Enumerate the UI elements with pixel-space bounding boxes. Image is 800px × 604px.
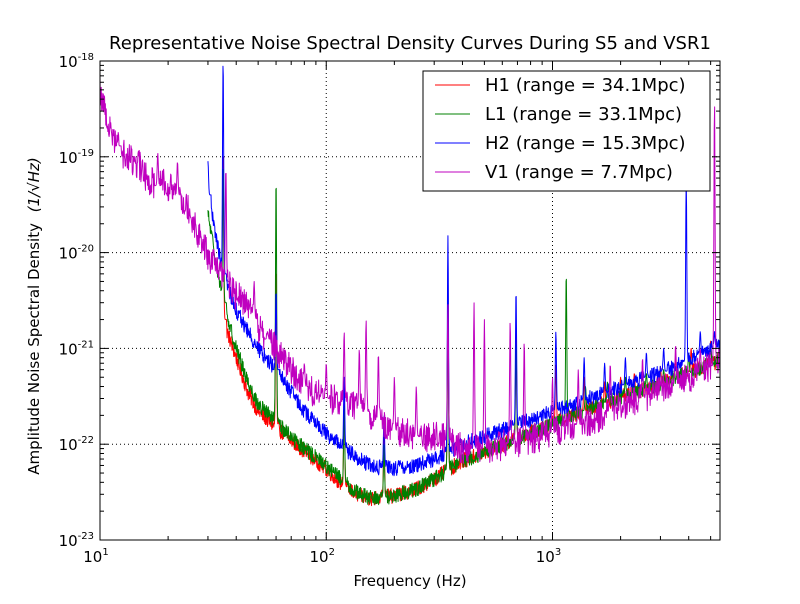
legend-label-l1: L1 (range = 33.1Mpc)	[485, 104, 682, 125]
x-tick-labels: 101 102 103	[83, 547, 561, 566]
y-tick-label-base: 10	[59, 340, 78, 358]
y-axis-label-text: Amplitude Noise Spectral Density	[25, 223, 43, 475]
x-tick-label: 101	[83, 547, 108, 566]
y-tick-label: 10-23	[59, 531, 94, 550]
legend: H1 (range = 34.1Mpc) L1 (range = 33.1Mpc)…	[422, 70, 711, 192]
plot-frame	[99, 60, 721, 541]
x-tick-label-base: 10	[310, 548, 329, 566]
y-tick-label-exponent: -21	[78, 339, 94, 350]
y-tick-label-exponent: -18	[78, 52, 94, 63]
y-tick-label-base: 10	[59, 53, 78, 71]
legend-entries: H1 (range = 34.1Mpc) L1 (range = 33.1Mpc)…	[435, 75, 686, 183]
x-tick-label-exponent: 2	[329, 547, 335, 558]
series-line-v1	[100, 76, 720, 464]
y-tick-label: 10-22	[59, 435, 94, 454]
y-axis-label-group: Amplitude Noise Spectral Density (1/√Hz)	[25, 157, 43, 475]
x-tick-label: 102	[310, 547, 335, 566]
y-tick-label-exponent: -20	[78, 244, 94, 255]
y-tick-label: 10-19	[59, 148, 94, 167]
legend-label-h2: H2 (range = 15.3Mpc)	[485, 133, 686, 154]
y-tick-label-exponent: -19	[78, 148, 94, 159]
y-tick-label-base: 10	[59, 436, 78, 454]
x-tick-label-exponent: 3	[555, 547, 561, 558]
y-tick-label: 10-18	[59, 52, 94, 71]
x-tick-label-base: 10	[83, 548, 102, 566]
y-tick-label: 10-21	[59, 339, 94, 358]
legend-box	[422, 70, 711, 192]
y-tick-label-base: 10	[59, 532, 78, 550]
x-tick-label: 103	[536, 547, 561, 566]
x-tick-label-base: 10	[536, 548, 555, 566]
y-axis-label-unit: (1/√Hz)	[25, 157, 43, 212]
y-tick-label-base: 10	[59, 149, 78, 167]
chart-title: Representative Noise Spectral Density Cu…	[109, 33, 711, 54]
y-tick-label: 10-20	[59, 244, 94, 263]
legend-label-v1: V1 (range = 7.7Mpc)	[485, 162, 673, 183]
x-axis-label: Frequency (Hz)	[353, 572, 466, 590]
y-tick-label-exponent: -22	[78, 435, 94, 446]
y-axis-label: Amplitude Noise Spectral Density (1/√Hz)	[25, 157, 43, 475]
y-tick-label-base: 10	[59, 245, 78, 263]
x-tick-label-exponent: 1	[102, 547, 108, 558]
data-series	[100, 65, 720, 507]
y-tick-label-exponent: -23	[78, 531, 94, 542]
legend-label-h1: H1 (range = 34.1Mpc)	[485, 75, 686, 96]
